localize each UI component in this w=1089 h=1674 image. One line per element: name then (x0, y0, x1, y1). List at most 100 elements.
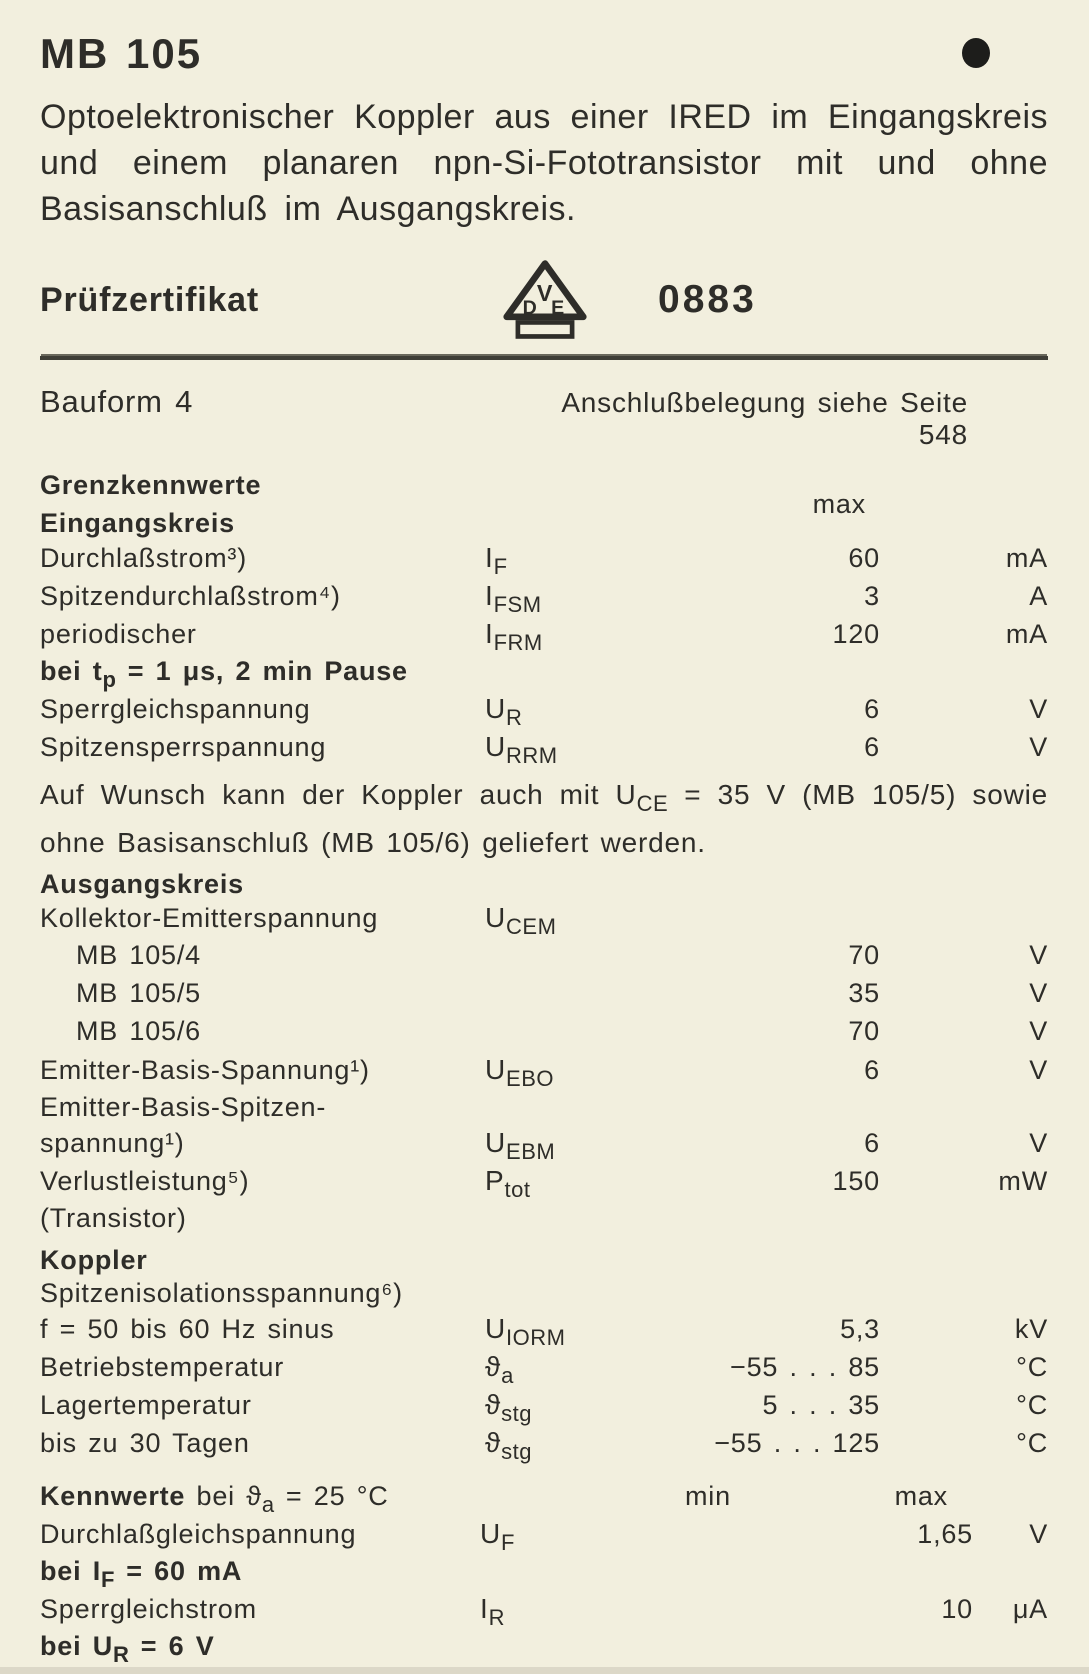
row-max-value: 10 (941, 1594, 973, 1624)
table-row: f = 50 bis 60 Hz sinus UIORM 5,3 kV (40, 1313, 1048, 1351)
page-title: MB 105 (40, 30, 203, 77)
row-label: Durchlaßgleichspannung (40, 1519, 357, 1549)
row-symbol: UIORM (485, 1313, 566, 1350)
table-row: Lagertemperatur ϑstg 5 . . . 35 °C (40, 1389, 1048, 1427)
row-symbol: IF (485, 542, 508, 579)
row-label: Sperrgleichstrom (40, 1594, 257, 1624)
row-symbol: IFSM (485, 580, 542, 617)
row-symbol: UF (480, 1518, 515, 1555)
column-header-max: max (812, 488, 866, 519)
row-label: spannung¹) (40, 1128, 185, 1158)
table-row: Spitzensperrspannung URRM 6 V (40, 731, 1048, 769)
row-symbol: IR (480, 1593, 505, 1630)
section-heading-grenzkennwerte: Grenzkennwerte (40, 470, 262, 500)
row-value: 5,3 (840, 1314, 880, 1344)
svg-text:D: D (523, 297, 538, 319)
table-row: Sperrgleichstrom IR 10 μA (40, 1593, 1048, 1631)
table-row: Betriebstemperatur ϑa −55 . . . 85 °C (40, 1351, 1048, 1389)
table-row: Sperrgleichspannung UR 6 V (40, 693, 1048, 731)
row-value: 70 (848, 940, 880, 970)
table-row: (Transistor) (40, 1203, 1048, 1238)
condition-text: bei UR = 6 V (40, 1631, 215, 1667)
device-description: Optoelektronischer Koppler aus einer IRE… (40, 98, 1048, 228)
row-label: Verlustleistung⁵) (40, 1166, 250, 1196)
certificate-label: Prüfzertifikat (40, 280, 260, 319)
row-symbol: ϑa (485, 1351, 514, 1388)
row-label: Betriebstemperatur (40, 1352, 285, 1382)
row-symbol: UEBO (485, 1054, 554, 1091)
row-unit: °C (1016, 1352, 1048, 1382)
row-unit: V (1029, 978, 1048, 1008)
row-unit: V (1029, 940, 1048, 970)
row-value: 120 (832, 619, 880, 649)
row-value: 150 (832, 1166, 880, 1196)
svg-text:E: E (551, 297, 565, 319)
row-label: MB 105/5 (76, 978, 201, 1008)
row-label: f = 50 bis 60 Hz sinus (40, 1314, 335, 1344)
section-heading-eingangskreis: Eingangskreis (40, 508, 235, 538)
row-label: Emitter-Basis-Spitzen- (40, 1092, 327, 1122)
row-max-value: 1,65 (917, 1519, 973, 1549)
row-symbol: IFRM (485, 618, 543, 655)
table-row: bis zu 30 Tagen ϑstg −55 . . . 125 °C (40, 1427, 1048, 1465)
row-value: 35 (848, 978, 880, 1008)
row-label: MB 105/6 (76, 1016, 201, 1046)
condition-text: bei tp = 1 μs, 2 min Pause (40, 656, 408, 692)
corner-dot-mark (962, 38, 990, 68)
row-symbol: UR (485, 693, 523, 730)
row-unit: V (1029, 694, 1048, 724)
table-row: Kollektor-Emitterspannung UCEM (40, 902, 1048, 940)
row-label: Lagertemperatur (40, 1390, 252, 1420)
row-value: 6 (864, 1128, 880, 1158)
table-row: MB 105/6 70 V (40, 1016, 1048, 1054)
row-symbol: ϑstg (485, 1389, 532, 1426)
kennwerte-header: Kennwerte bei ϑa = 25 °C min max (40, 1481, 1048, 1518)
row-unit: °C (1016, 1390, 1048, 1420)
row-label: (Transistor) (40, 1203, 187, 1233)
row-unit: A (1029, 581, 1048, 611)
row-unit: V (1029, 1519, 1048, 1549)
table-row: Spitzendurchlaßstrom⁴) IFSM 3 A (40, 580, 1048, 618)
table-row: Spitzenisolationsspannung⁶) (40, 1278, 1048, 1313)
row-label: Emitter-Basis-Spannung¹) (40, 1055, 370, 1085)
row-symbol: UCEM (485, 902, 557, 939)
row-label: bis zu 30 Tagen (40, 1428, 250, 1458)
bauform-label: Bauform 4 (40, 384, 194, 419)
row-symbol: Ptot (485, 1165, 531, 1202)
row-label: Kollektor-Emitterspannung (40, 903, 379, 933)
section-heading-koppler: Koppler (40, 1245, 148, 1275)
grenzkennwerte-header: Grenzkennwerte Eingangskreis max (40, 466, 1048, 542)
table-row: Emitter-Basis-Spannung¹) UEBO 6 V (40, 1054, 1048, 1092)
row-unit: kV (1014, 1314, 1048, 1344)
row-value: 6 (864, 1055, 880, 1085)
horizontal-rule-top (40, 356, 1048, 360)
table-row: Durchlaßgleichspannung UF 1,65 V (40, 1518, 1048, 1556)
row-symbol: ϑstg (485, 1427, 532, 1464)
row-value: 6 (864, 732, 880, 762)
scan-edge (0, 1667, 1089, 1674)
table-row: Verlustleistung⁵) Ptot 150 mW (40, 1165, 1048, 1203)
vde-logo-icon: V D E (503, 260, 587, 339)
option-note: Auf Wunsch kann der Koppler auch mit UCE… (40, 779, 1048, 858)
row-label: Durchlaßstrom³) (40, 543, 248, 573)
section-heading-kennwerte: Kennwerte bei ϑa = 25 °C (40, 1481, 389, 1517)
row-unit: μA (1012, 1594, 1048, 1624)
svg-text:V: V (537, 280, 553, 306)
section-heading-ausgangskreis: Ausgangskreis (40, 869, 244, 899)
certificate-number: 0883 (658, 278, 757, 321)
row-symbol: UEBM (485, 1127, 556, 1164)
row-value: 3 (864, 581, 880, 611)
row-value: 60 (848, 543, 880, 573)
row-value: 6 (864, 694, 880, 724)
column-header-min: min (685, 1481, 731, 1511)
row-unit: mA (1005, 619, 1048, 649)
row-symbol: URRM (485, 731, 558, 768)
table-row: spannung¹) UEBM 6 V (40, 1127, 1048, 1165)
condition-row: bei UR = 6 V (40, 1631, 1048, 1668)
row-value: −55 . . . 85 (730, 1352, 880, 1382)
table-row: MB 105/4 70 V (40, 940, 1048, 978)
row-label: Spitzensperrspannung (40, 732, 327, 762)
row-label: Sperrgleichspannung (40, 694, 311, 724)
table-row: Durchlaßstrom³) IF 60 mA (40, 542, 1048, 580)
row-unit: °C (1016, 1428, 1048, 1458)
